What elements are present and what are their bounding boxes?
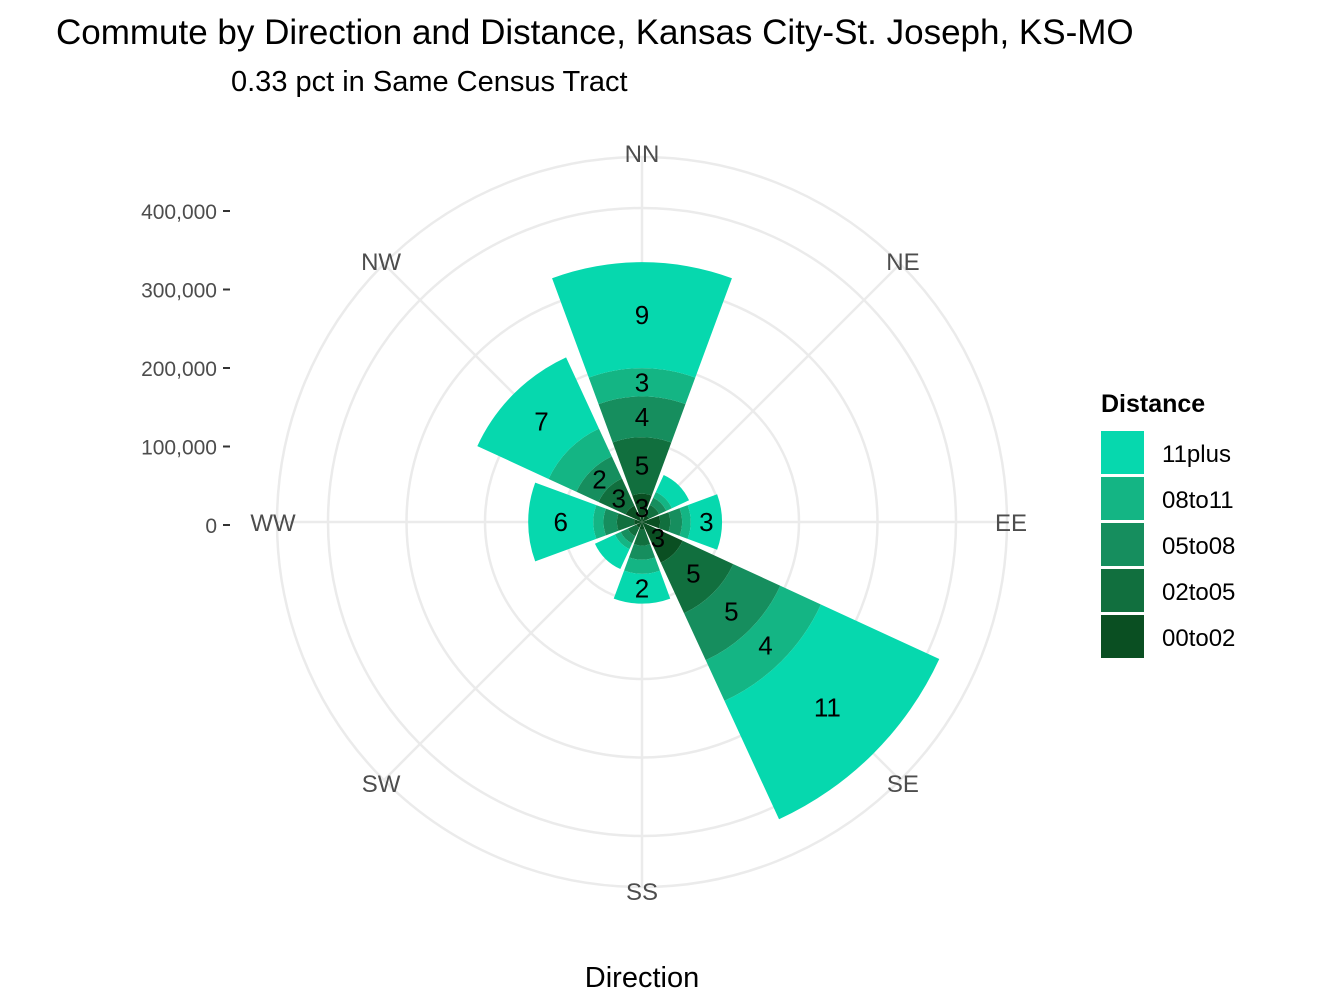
bar-SE-05to08 bbox=[684, 564, 781, 661]
bar-label-EE-11plus: 3 bbox=[699, 507, 713, 537]
bar-EE-05to08 bbox=[668, 508, 683, 536]
bar-NW-02to05 bbox=[598, 478, 635, 515]
direction-label-NN: NN bbox=[625, 141, 660, 168]
direction-label-EE: EE bbox=[995, 510, 1027, 537]
direction-label-NW: NW bbox=[361, 249, 401, 276]
bar-EE-08to11 bbox=[679, 505, 691, 539]
direction-label-WW: WW bbox=[250, 510, 296, 537]
bar-NW-08to11 bbox=[548, 428, 612, 492]
bar-NE-08to11 bbox=[653, 492, 672, 511]
bar-SS-11plus bbox=[613, 570, 671, 604]
x-axis-title: Direction bbox=[585, 962, 699, 994]
y-tick-label: 0 bbox=[205, 515, 217, 538]
bar-NN-02to05 bbox=[612, 437, 672, 496]
y-tick-label: 100,000 bbox=[141, 437, 217, 460]
grid-spoke bbox=[641, 263, 901, 523]
bar-WW-11plus bbox=[528, 482, 597, 562]
legend-title: Distance bbox=[1101, 390, 1205, 418]
bar-NN-11plus bbox=[552, 262, 732, 378]
bar-label-NN-02to05: 5 bbox=[635, 450, 649, 480]
bar-WW-02to05 bbox=[616, 513, 635, 531]
bar-label-NW-02to05: 3 bbox=[611, 484, 625, 514]
bar-label-NN-11plus: 9 bbox=[635, 300, 649, 330]
chart-subtitle: 0.33 pct in Same Census Tract bbox=[231, 66, 628, 98]
legend: Distance 11plus 08to11 05to08 02to05 00to02 bbox=[1101, 390, 1235, 658]
bar-label-SE-02to05: 5 bbox=[686, 558, 700, 588]
y-tick-label: 400,000 bbox=[141, 201, 217, 224]
bar-NN-05to08 bbox=[598, 396, 686, 443]
direction-label-SE: SE bbox=[887, 771, 919, 798]
direction-label-SS: SS bbox=[626, 879, 658, 906]
bar-EE-00to02 bbox=[642, 515, 661, 529]
bar-label-NW-11plus: 7 bbox=[534, 407, 548, 437]
legend-label-08to11: 08to11 bbox=[1162, 487, 1234, 514]
direction-label-NE: NE bbox=[886, 249, 919, 276]
legend-label-00to02: 00to02 bbox=[1162, 625, 1235, 652]
bar-SW-08to11 bbox=[614, 531, 633, 550]
legend-key-08to11 bbox=[1101, 477, 1144, 520]
bar-NW-11plus bbox=[477, 357, 599, 479]
bar-NE-00to02 bbox=[642, 514, 650, 522]
bar-SS-05to08 bbox=[628, 544, 656, 560]
bar-SS-00to02 bbox=[639, 522, 645, 530]
bar-label-NN-00to02: 3 bbox=[635, 493, 649, 523]
bar-SE-11plus bbox=[724, 604, 940, 820]
bar-label-SE-00to02: 3 bbox=[651, 523, 665, 553]
bar-SE-02to05 bbox=[660, 540, 734, 614]
bar-label-SE-05to08: 5 bbox=[724, 596, 738, 626]
bar-label-NN-08to11: 3 bbox=[635, 367, 649, 397]
legend-label-11plus: 11plus bbox=[1162, 441, 1231, 468]
legend-key-05to08 bbox=[1101, 523, 1144, 566]
bar-label-SE-11plus: 11 bbox=[814, 692, 841, 722]
chart-title: Commute by Direction and Distance, Kansa… bbox=[56, 13, 1134, 52]
bar-EE-11plus bbox=[687, 494, 723, 550]
bar-label-SE-08to11: 4 bbox=[758, 631, 772, 661]
bar-NN-08to11 bbox=[588, 368, 696, 405]
bar-NW-00to02 bbox=[625, 505, 642, 522]
bar-label-NN-05to08: 4 bbox=[635, 402, 649, 432]
bar-SW-00to02 bbox=[636, 522, 642, 528]
legend-key-11plus bbox=[1101, 431, 1144, 474]
y-tick-label: 200,000 bbox=[141, 358, 217, 381]
bar-WW-05to08 bbox=[603, 508, 619, 536]
bar-WW-00to02 bbox=[634, 519, 642, 525]
bar-NE-05to08 bbox=[649, 497, 667, 515]
bar-SE-08to11 bbox=[705, 585, 821, 701]
legend-label-05to08: 05to08 bbox=[1162, 533, 1235, 560]
bar-label-SS-11plus: 2 bbox=[635, 574, 649, 604]
bar-EE-02to05 bbox=[658, 512, 671, 532]
bar-NE-11plus bbox=[655, 474, 690, 509]
bar-SE-00to02 bbox=[642, 522, 683, 563]
bar-SW-02to05 bbox=[627, 524, 640, 537]
bar-SS-08to11 bbox=[624, 557, 660, 574]
legend-key-00to02 bbox=[1101, 615, 1144, 658]
bar-SW-11plus bbox=[594, 534, 630, 570]
bar-SW-05to08 bbox=[620, 528, 636, 544]
bar-label-NW-05to08: 2 bbox=[592, 465, 606, 495]
legend-key-02to05 bbox=[1101, 569, 1144, 612]
y-axis: 0 100,000 200,000 300,000 400,000 bbox=[141, 201, 230, 538]
bar-WW-08to11 bbox=[593, 505, 606, 539]
bar-label-WW-11plus: 6 bbox=[554, 507, 568, 537]
bar-SS-02to05 bbox=[633, 529, 651, 546]
bar-NW-05to08 bbox=[576, 456, 622, 502]
direction-labels: NN NE EE SE SS SW WW NW bbox=[250, 141, 1027, 906]
bar-NE-02to05 bbox=[645, 504, 660, 519]
bar-NN-00to02 bbox=[632, 493, 652, 522]
bars bbox=[477, 262, 940, 820]
y-tick-label: 300,000 bbox=[141, 280, 217, 303]
legend-label-02to05: 02to05 bbox=[1162, 579, 1235, 606]
direction-label-SW: SW bbox=[362, 771, 401, 798]
grid-spoke bbox=[383, 521, 643, 781]
